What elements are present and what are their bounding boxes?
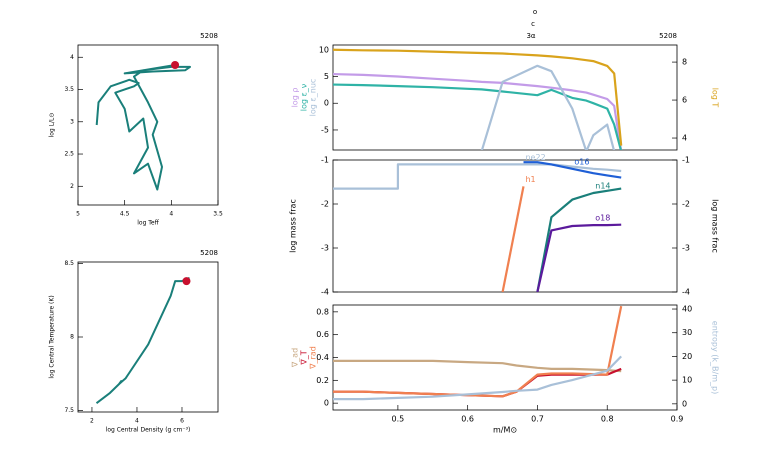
y-tick-label: 10: [319, 45, 329, 54]
plot-frame: [77, 44, 219, 206]
x-tick-label: 6: [180, 418, 184, 425]
plot-area: [95, 277, 190, 404]
model-number: 5208: [200, 32, 218, 40]
x-axis-label: log Central Density (g cm⁻³): [106, 427, 191, 434]
x-tick-label: 2: [90, 418, 94, 425]
legend-label: log ε_nuc: [309, 79, 318, 117]
y-tick-label: 8.5: [64, 260, 74, 267]
y2-tick-label: -2: [682, 200, 690, 209]
y-axis-label: log Central Temperature (K): [49, 295, 56, 378]
x-tick-label: 5: [76, 211, 80, 218]
x-tick-label: 4: [169, 211, 173, 218]
y2-tick-label: 10: [682, 376, 692, 385]
y-tick-label: 3.5: [64, 86, 74, 93]
x-axis-label: m/M⊙: [493, 426, 517, 435]
series-label: n14: [595, 182, 610, 191]
y2-axis-label: entropy (k_B/m_p): [711, 321, 720, 394]
plot-area: [95, 64, 191, 191]
series-line: [333, 48, 623, 146]
x-tick-label: 4.5: [120, 211, 130, 218]
series-line: [523, 161, 622, 179]
legend-label: ∇_ad: [291, 348, 300, 368]
y-tick-label: 0.2: [316, 376, 329, 385]
y2-tick-label: 4: [682, 134, 687, 143]
legend-label: ∇_rad: [309, 346, 318, 370]
y-tick-label: -3: [321, 244, 329, 253]
legend-label: log ρ: [291, 88, 300, 108]
y2-tick-label: 40: [682, 305, 692, 314]
series-label: ne22: [525, 153, 545, 162]
y-tick-label: 4: [70, 54, 74, 61]
y-tick-label: 2: [70, 183, 74, 190]
y-tick-label: -5: [321, 125, 329, 134]
series-line: [501, 186, 525, 292]
y2-tick-label: -3: [682, 244, 690, 253]
series-line: [536, 187, 622, 292]
y2-tick-label: -1: [682, 156, 690, 165]
plot-area: [333, 48, 623, 150]
y-tick-label: -1: [321, 156, 329, 165]
plot-area: [333, 305, 623, 401]
x-tick-label: 0.5: [392, 415, 405, 424]
y2-tick-label: 6: [682, 96, 687, 105]
series-line: [333, 83, 622, 150]
model-number: 5208: [659, 32, 677, 40]
plot-area: [333, 161, 622, 292]
y2-tick-label: 20: [682, 352, 692, 361]
x-tick-label: 0.9: [671, 415, 684, 424]
y-axis-label: log mass frac: [289, 199, 298, 253]
y-tick-label: 0.8: [316, 307, 329, 316]
plot-frame: [77, 261, 219, 413]
plot-frame: [332, 304, 678, 411]
y-tick-label: -2: [321, 200, 329, 209]
y-tick-label: 8: [70, 334, 74, 341]
series-line: [95, 64, 191, 191]
y2-tick-label: 0: [682, 399, 687, 408]
series-line: [480, 64, 615, 150]
y-axis-label: log L/L⊙: [49, 113, 56, 138]
y-tick-label: 3: [70, 118, 74, 125]
y-tick-label: 0.4: [316, 353, 329, 362]
series-line: [333, 163, 622, 190]
current-point: [182, 277, 191, 286]
current-point: [171, 61, 180, 69]
model-number: 5208: [200, 249, 218, 257]
series-line: [333, 359, 622, 373]
plot-frame: [332, 44, 678, 151]
burn-annotation: 3α: [526, 32, 535, 40]
series-line: [333, 305, 623, 398]
y2-tick-label: 30: [682, 328, 692, 337]
x-tick-label: 0.7: [531, 415, 544, 424]
y-tick-label: -4: [321, 288, 329, 297]
y2-tick-label: 8: [682, 58, 687, 67]
x-axis-label: log Teff: [137, 220, 159, 227]
y-tick-label: 5: [324, 72, 329, 81]
y-tick-label: 0: [324, 99, 329, 108]
x-tick-label: 3.5: [213, 211, 223, 218]
series-line: [333, 72, 623, 150]
burn-annotation: o: [533, 8, 537, 16]
series-line: [536, 223, 622, 292]
x-tick-label: 4: [135, 418, 139, 425]
series-line: [95, 277, 190, 404]
series-label: o18: [595, 214, 610, 223]
y-tick-label: 0: [324, 399, 329, 408]
series-line: [333, 355, 622, 401]
burn-annotation: c: [531, 20, 535, 28]
y2-tick-label: -4: [682, 288, 690, 297]
y-tick-label: 2.5: [64, 151, 74, 158]
plot-frame: [332, 159, 678, 293]
y-tick-label: 7.5: [64, 407, 74, 414]
y-tick-label: 0.6: [316, 330, 329, 339]
series-label: o16: [574, 157, 589, 166]
x-tick-label: 0.6: [461, 415, 474, 424]
y2-axis-label: log mass frac: [711, 199, 720, 253]
x-tick-label: 0.8: [601, 415, 614, 424]
series-label: h1: [525, 175, 535, 184]
legend-label: ∇_T: [300, 350, 309, 365]
y2-axis-label: log T: [711, 88, 720, 108]
legend-label: log ε_ν: [300, 83, 309, 111]
